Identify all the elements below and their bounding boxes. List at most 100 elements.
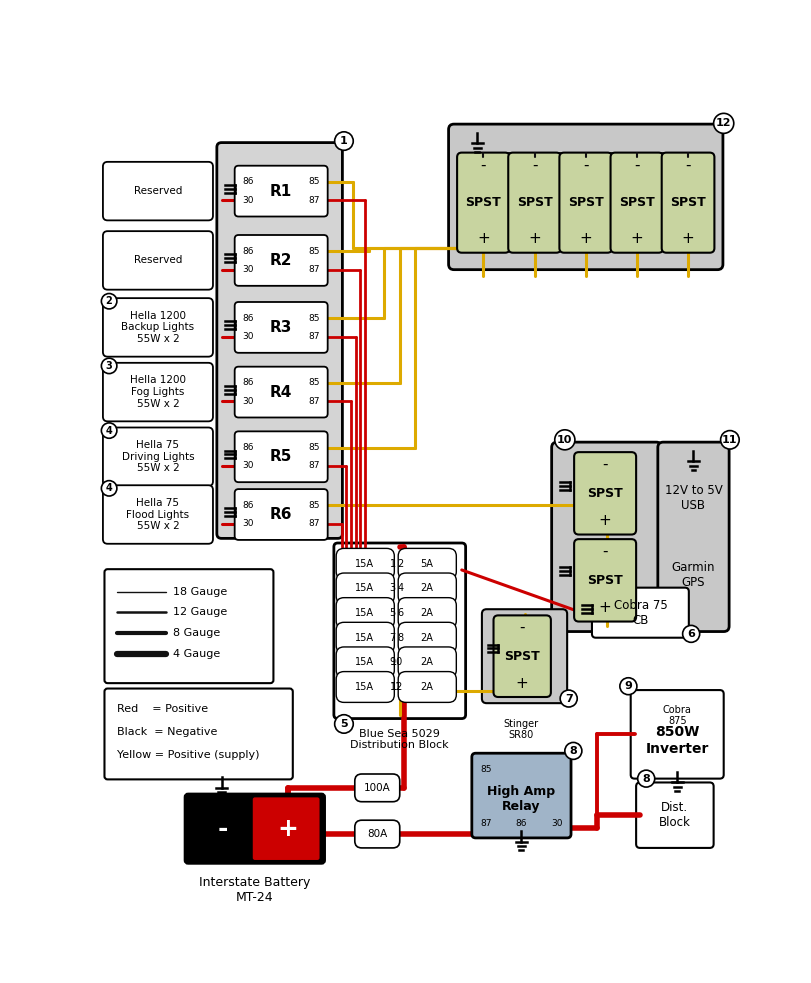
Text: 85: 85 (308, 500, 320, 510)
FancyBboxPatch shape (234, 490, 328, 540)
FancyBboxPatch shape (337, 549, 394, 579)
FancyBboxPatch shape (337, 573, 394, 604)
Text: 7: 7 (389, 633, 396, 643)
FancyBboxPatch shape (398, 671, 457, 703)
Text: High Amp
Relay: High Amp Relay (487, 784, 556, 813)
Text: 86: 86 (242, 247, 254, 256)
Circle shape (560, 690, 577, 707)
FancyBboxPatch shape (334, 543, 466, 719)
Text: 9: 9 (389, 658, 396, 667)
Text: 8 Gauge: 8 Gauge (174, 628, 221, 638)
Text: SPST: SPST (504, 650, 540, 663)
Text: Cobra 75
CB: Cobra 75 CB (613, 599, 667, 627)
FancyBboxPatch shape (234, 166, 328, 216)
Text: R3: R3 (270, 319, 292, 335)
FancyBboxPatch shape (398, 622, 457, 653)
FancyBboxPatch shape (508, 152, 561, 253)
Text: 11: 11 (389, 682, 402, 692)
Text: 2A: 2A (420, 584, 433, 594)
FancyBboxPatch shape (472, 753, 571, 838)
Text: 1: 1 (389, 558, 396, 569)
Circle shape (721, 431, 739, 449)
Text: 30: 30 (551, 819, 563, 828)
FancyBboxPatch shape (185, 794, 324, 863)
Text: -: - (217, 817, 228, 840)
Text: R2: R2 (270, 253, 293, 268)
Text: Hella 75
Driving Lights
55W x 2: Hella 75 Driving Lights 55W x 2 (122, 440, 195, 474)
Text: Hella 75
Flood Lights
55W x 2: Hella 75 Flood Lights 55W x 2 (127, 498, 190, 531)
Text: -: - (481, 157, 487, 172)
Text: 85: 85 (308, 177, 320, 187)
Text: 2A: 2A (420, 633, 433, 643)
FancyBboxPatch shape (103, 298, 213, 357)
Text: 5: 5 (340, 719, 348, 729)
Text: R6: R6 (270, 507, 293, 522)
Text: 87: 87 (308, 332, 320, 341)
Text: SPST: SPST (568, 197, 603, 209)
Circle shape (683, 625, 700, 642)
FancyBboxPatch shape (457, 152, 510, 253)
Text: +: + (528, 231, 541, 247)
Text: 7: 7 (564, 694, 573, 704)
FancyBboxPatch shape (560, 152, 612, 253)
FancyBboxPatch shape (103, 428, 213, 486)
FancyBboxPatch shape (398, 598, 457, 628)
Circle shape (555, 430, 575, 450)
Text: 85: 85 (308, 443, 320, 452)
FancyBboxPatch shape (354, 774, 400, 802)
Text: +: + (477, 231, 490, 247)
FancyBboxPatch shape (103, 231, 213, 290)
FancyBboxPatch shape (217, 143, 342, 539)
Text: 86: 86 (242, 443, 254, 452)
FancyBboxPatch shape (398, 573, 457, 604)
Text: 2: 2 (105, 296, 113, 307)
FancyBboxPatch shape (592, 588, 689, 638)
FancyBboxPatch shape (354, 820, 400, 848)
FancyBboxPatch shape (105, 569, 273, 683)
Text: 86: 86 (242, 500, 254, 510)
Circle shape (101, 481, 117, 496)
Text: 10: 10 (557, 434, 573, 445)
Text: 2: 2 (397, 558, 404, 569)
FancyBboxPatch shape (398, 647, 457, 677)
FancyBboxPatch shape (234, 432, 328, 483)
Text: SPST: SPST (587, 487, 623, 499)
Text: 30: 30 (242, 196, 254, 204)
Text: 4: 4 (105, 426, 113, 435)
Text: 3: 3 (105, 361, 113, 371)
Text: 12: 12 (716, 118, 732, 129)
Text: -: - (685, 157, 691, 172)
Text: +: + (599, 601, 611, 615)
Text: 87: 87 (308, 397, 320, 406)
Text: R5: R5 (270, 449, 292, 464)
Text: 10: 10 (392, 658, 404, 667)
Text: 15A: 15A (355, 608, 375, 618)
Text: Reserved: Reserved (134, 256, 182, 265)
Circle shape (637, 770, 654, 787)
Text: 15A: 15A (355, 682, 375, 692)
FancyBboxPatch shape (631, 690, 723, 779)
Text: 100A: 100A (364, 782, 391, 793)
Text: Dist.
Block: Dist. Block (659, 801, 691, 830)
Circle shape (101, 423, 117, 438)
Text: -: - (634, 157, 640, 172)
Text: 2A: 2A (420, 608, 433, 618)
Text: 11: 11 (722, 434, 738, 445)
FancyBboxPatch shape (234, 235, 328, 286)
FancyBboxPatch shape (337, 647, 394, 677)
Text: 85: 85 (308, 314, 320, 322)
Text: Garmin
GPS: Garmin GPS (672, 560, 715, 589)
Text: 30: 30 (242, 265, 254, 274)
Text: 30: 30 (242, 332, 254, 341)
Text: 80A: 80A (367, 829, 388, 839)
Text: 5A: 5A (420, 558, 433, 569)
Text: -: - (583, 157, 589, 172)
Text: 6: 6 (687, 629, 695, 639)
FancyBboxPatch shape (662, 152, 714, 253)
Text: 86: 86 (242, 314, 254, 322)
Text: 30: 30 (242, 397, 254, 406)
Text: 2A: 2A (420, 658, 433, 667)
FancyBboxPatch shape (234, 302, 328, 353)
Text: 85: 85 (308, 247, 320, 256)
Text: 15A: 15A (355, 584, 375, 594)
